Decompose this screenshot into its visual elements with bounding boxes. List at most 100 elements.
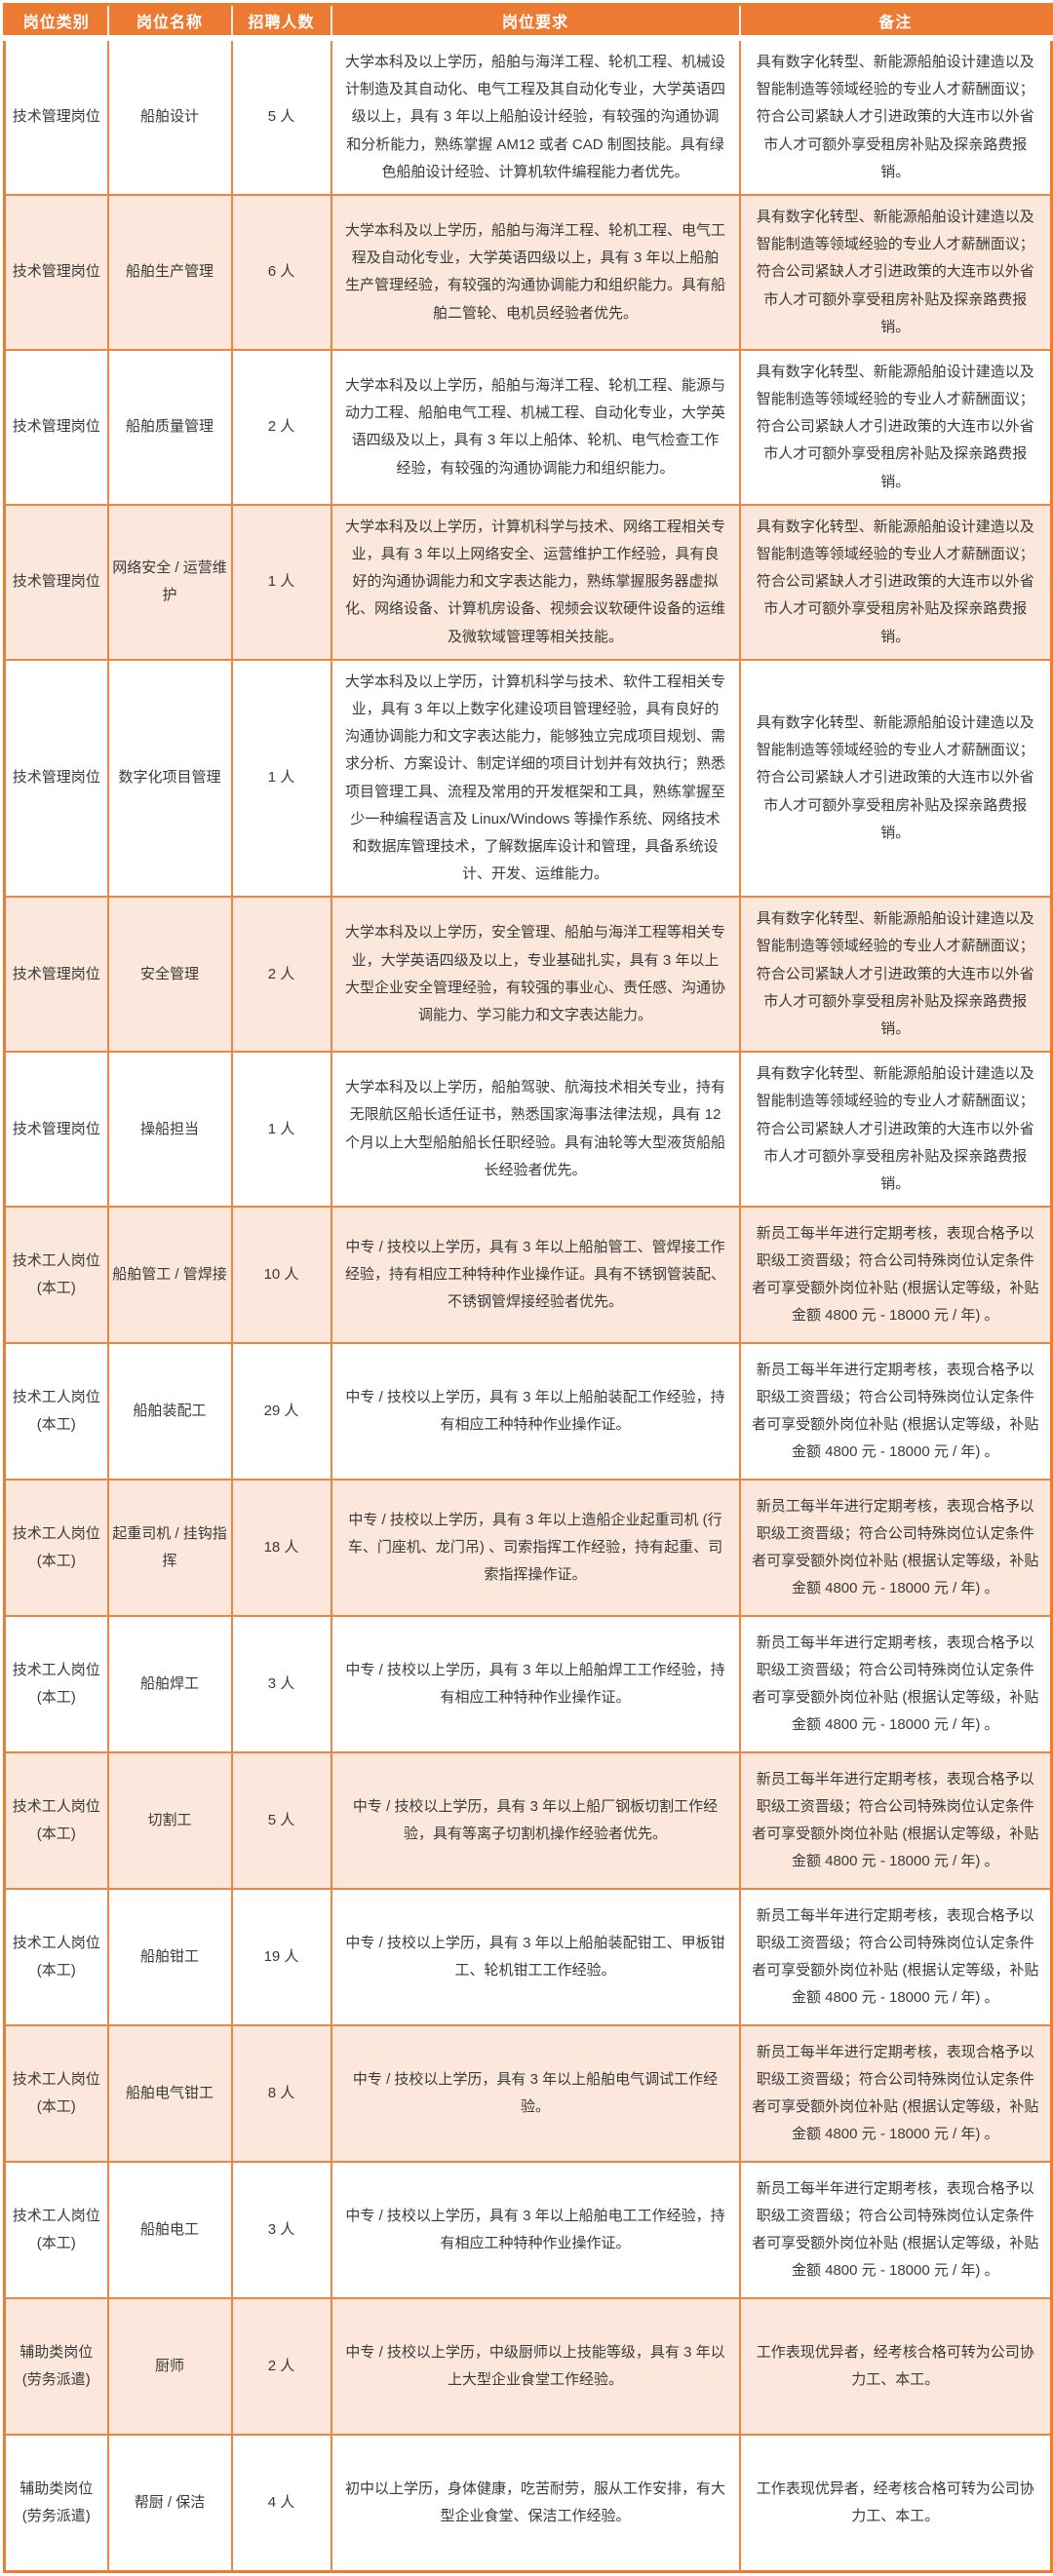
cell-requirements: 中专 / 技校以上学历，具有 3 年以上造船企业起重司机 (行车、门座机、龙门吊… (330, 1479, 741, 1618)
table-row: 技术管理岗位 网络安全 / 运营维护 1 人 大学本科及以上学历，计算机科学与技… (3, 503, 1053, 661)
table-row: 技术工人岗位 (本工) 船舶管工 / 管焊接 10 人 中专 / 技校以上学历，… (3, 1206, 1053, 1345)
cell-position-name: 船舶焊工 (106, 1615, 233, 1754)
cell-position-category: 技术管理岗位 (3, 37, 109, 196)
header-col-category: 岗位类别 (3, 4, 109, 41)
cell-position-name: 船舶电气钳工 (106, 2024, 233, 2164)
table-row: 技术工人岗位 (本工) 起重司机 / 挂钩指挥 18 人 中专 / 技校以上学历… (3, 1479, 1053, 1618)
cell-requirements: 大学本科及以上学历，船舶与海洋工程、轮机工程、机械设计制造及其自动化、电气工程及… (330, 37, 741, 196)
cell-headcount: 3 人 (230, 1615, 332, 1754)
table-row: 技术管理岗位 数字化项目管理 1 人 大学本科及以上学历，计算机科学与技术、软件… (3, 658, 1053, 899)
cell-requirements: 大学本科及以上学历，计算机科学与技术、网络工程相关专业，具有 3 年以上网络安全… (330, 503, 741, 661)
cell-headcount: 2 人 (230, 896, 332, 1054)
header-col-requirements: 岗位要求 (330, 4, 741, 41)
cell-position-name: 船舶质量管理 (106, 348, 233, 506)
cell-position-name: 船舶装配工 (106, 1342, 233, 1481)
cell-note: 新员工每半年进行定期考核，表现合格予以职级工资晋级；符合公司特殊岗位认定条件者可… (738, 1615, 1053, 1754)
header-col-notes: 备注 (738, 4, 1053, 41)
cell-headcount: 29 人 (230, 1342, 332, 1481)
cell-requirements: 中专 / 技校以上学历，具有 3 年以上船舶管工、管焊接工作经验，持有相应工种特… (330, 1206, 741, 1345)
cell-note: 工作表现优异者，经考核合格可转为公司协力工、本工。 (738, 2297, 1053, 2437)
cell-headcount: 8 人 (230, 2024, 332, 2164)
cell-note: 具有数字化转型、新能源船舶设计建造以及智能制造等领域经验的专业人才薪酬面议；符合… (738, 1051, 1053, 1209)
cell-note: 具有数字化转型、新能源船舶设计建造以及智能制造等领域经验的专业人才薪酬面议；符合… (738, 348, 1053, 506)
cell-position-name: 船舶生产管理 (106, 193, 233, 351)
table-row: 技术工人岗位 (本工) 切割工 5 人 中专 / 技校以上学历，具有 3 年以上… (3, 1751, 1053, 1891)
cell-note: 具有数字化转型、新能源船舶设计建造以及智能制造等领域经验的专业人才薪酬面议；符合… (738, 503, 1053, 661)
cell-requirements: 大学本科及以上学历，船舶与海洋工程、轮机工程、电气工程及自动化专业，大学英语四级… (330, 193, 741, 351)
cell-position-category: 辅助类岗位 (劳务派遣) (3, 2297, 109, 2437)
cell-position-category: 技术管理岗位 (3, 896, 109, 1054)
cell-position-category: 辅助类岗位 (劳务派遣) (3, 2434, 109, 2573)
cell-position-category: 技术工人岗位 (本工) (3, 2161, 109, 2300)
cell-note: 新员工每半年进行定期考核，表现合格予以职级工资晋级；符合公司特殊岗位认定条件者可… (738, 1342, 1053, 1481)
cell-position-name: 安全管理 (106, 896, 233, 1054)
cell-position-category: 技术工人岗位 (本工) (3, 2024, 109, 2164)
table-row: 技术工人岗位 (本工) 船舶焊工 3 人 中专 / 技校以上学历，具有 3 年以… (3, 1615, 1053, 1754)
cell-position-name: 船舶设计 (106, 37, 233, 196)
cell-requirements: 大学本科及以上学历，船舶与海洋工程、轮机工程、能源与动力工程、船舶电气工程、机械… (330, 348, 741, 506)
cell-headcount: 1 人 (230, 503, 332, 661)
cell-headcount: 19 人 (230, 1888, 332, 2027)
cell-headcount: 2 人 (230, 348, 332, 506)
table-row: 技术工人岗位 (本工) 船舶装配工 29 人 中专 / 技校以上学历，具有 3 … (3, 1342, 1053, 1481)
cell-note: 具有数字化转型、新能源船舶设计建造以及智能制造等领域经验的专业人才薪酬面议；符合… (738, 37, 1053, 196)
table-row: 技术工人岗位 (本工) 船舶电气钳工 8 人 中专 / 技校以上学历，具有 3 … (3, 2024, 1053, 2164)
cell-position-name: 厨师 (106, 2297, 233, 2437)
cell-position-name: 操船担当 (106, 1051, 233, 1209)
table-row: 技术工人岗位 (本工) 船舶钳工 19 人 中专 / 技校以上学历，具有 3 年… (3, 1888, 1053, 2027)
cell-position-name: 帮厨 / 保洁 (106, 2434, 233, 2573)
cell-headcount: 4 人 (230, 2434, 332, 2573)
cell-requirements: 中专 / 技校以上学历，具有 3 年以上船厂钢板切割工作经验，具有等离子切割机操… (330, 1751, 741, 1891)
cell-note: 新员工每半年进行定期考核，表现合格予以职级工资晋级；符合公司特殊岗位认定条件者可… (738, 1479, 1053, 1618)
table-header: 岗位类别 岗位名称 招聘人数 岗位要求 备注 (3, 4, 1053, 41)
cell-position-name: 切割工 (106, 1751, 233, 1891)
cell-headcount: 3 人 (230, 2161, 332, 2300)
cell-position-category: 技术工人岗位 (本工) (3, 1751, 109, 1891)
cell-note: 新员工每半年进行定期考核，表现合格予以职级工资晋级；符合公司特殊岗位认定条件者可… (738, 1888, 1053, 2027)
cell-headcount: 5 人 (230, 1751, 332, 1891)
cell-requirements: 中专 / 技校以上学历，具有 3 年以上船舶装配钳工、甲板钳工、轮机钳工工作经验… (330, 1888, 741, 2027)
cell-note: 工作表现优异者，经考核合格可转为公司协力工、本工。 (738, 2434, 1053, 2573)
cell-position-name: 网络安全 / 运营维护 (106, 503, 233, 661)
cell-position-name: 起重司机 / 挂钩指挥 (106, 1479, 233, 1618)
cell-note: 新员工每半年进行定期考核，表现合格予以职级工资晋级；符合公司特殊岗位认定条件者可… (738, 1751, 1053, 1891)
cell-position-category: 技术工人岗位 (本工) (3, 1479, 109, 1618)
cell-position-category: 技术管理岗位 (3, 193, 109, 351)
cell-position-name: 船舶管工 / 管焊接 (106, 1206, 233, 1345)
cell-position-category: 技术工人岗位 (本工) (3, 1888, 109, 2027)
cell-position-category: 技术管理岗位 (3, 348, 109, 506)
cell-requirements: 中专 / 技校以上学历，具有 3 年以上船舶电工工作经验，持有相应工种特种作业操… (330, 2161, 741, 2300)
cell-position-category: 技术工人岗位 (本工) (3, 1342, 109, 1481)
cell-headcount: 10 人 (230, 1206, 332, 1345)
cell-position-name: 船舶钳工 (106, 1888, 233, 2027)
cell-position-name: 数字化项目管理 (106, 658, 233, 899)
cell-note: 具有数字化转型、新能源船舶设计建造以及智能制造等领域经验的专业人才薪酬面议；符合… (738, 896, 1053, 1054)
cell-requirements: 中专 / 技校以上学历，具有 3 年以上船舶装配工作经验，持有相应工种特种作业操… (330, 1342, 741, 1481)
table-row: 辅助类岗位 (劳务派遣) 帮厨 / 保洁 4 人 初中以上学历，身体健康，吃苦耐… (3, 2434, 1053, 2573)
table-row: 技术管理岗位 操船担当 1 人 大学本科及以上学历，船舶驾驶、航海技术相关专业，… (3, 1051, 1053, 1209)
cell-requirements: 大学本科及以上学历，计算机科学与技术、软件工程相关专业，具有 3 年以上数字化建… (330, 658, 741, 899)
cell-note: 新员工每半年进行定期考核，表现合格予以职级工资晋级；符合公司特殊岗位认定条件者可… (738, 2024, 1053, 2164)
header-row: 岗位类别 岗位名称 招聘人数 岗位要求 备注 (3, 4, 1053, 41)
cell-position-category: 技术工人岗位 (本工) (3, 1615, 109, 1754)
header-col-position-name: 岗位名称 (106, 4, 233, 41)
cell-requirements: 初中以上学历，身体健康，吃苦耐劳，服从工作安排，有大型企业食堂、保洁工作经验。 (330, 2434, 741, 2573)
cell-position-name: 船舶电工 (106, 2161, 233, 2300)
cell-note: 新员工每半年进行定期考核，表现合格予以职级工资晋级；符合公司特殊岗位认定条件者可… (738, 2161, 1053, 2300)
table-row: 技术管理岗位 安全管理 2 人 大学本科及以上学历，安全管理、船舶与海洋工程等相… (3, 896, 1053, 1054)
cell-headcount: 1 人 (230, 1051, 332, 1209)
cell-requirements: 大学本科及以上学历，船舶驾驶、航海技术相关专业，持有无限航区船长适任证书，熟悉国… (330, 1051, 741, 1209)
cell-position-category: 技术工人岗位 (本工) (3, 1206, 109, 1345)
recruitment-page: 岗位类别 岗位名称 招聘人数 岗位要求 备注 技术管理岗位 船舶设计 5 人 大… (3, 3, 1053, 2573)
table-row: 技术管理岗位 船舶生产管理 6 人 大学本科及以上学历，船舶与海洋工程、轮机工程… (3, 193, 1053, 351)
cell-requirements: 中专 / 技校以上学历，具有 3 年以上船舶焊工工作经验，持有相应工种特种作业操… (330, 1615, 741, 1754)
cell-requirements: 大学本科及以上学历，安全管理、船舶与海洋工程等相关专业，大学英语四级及以上，专业… (330, 896, 741, 1054)
cell-headcount: 5 人 (230, 37, 332, 196)
cell-headcount: 1 人 (230, 658, 332, 899)
table-row: 辅助类岗位 (劳务派遣) 厨师 2 人 中专 / 技校以上学历，中级厨师以上技能… (3, 2297, 1053, 2437)
table-row: 技术工人岗位 (本工) 船舶电工 3 人 中专 / 技校以上学历，具有 3 年以… (3, 2161, 1053, 2300)
cell-headcount: 18 人 (230, 1479, 332, 1618)
cell-position-category: 技术管理岗位 (3, 503, 109, 661)
table-row: 技术管理岗位 船舶质量管理 2 人 大学本科及以上学历，船舶与海洋工程、轮机工程… (3, 348, 1053, 506)
cell-requirements: 中专 / 技校以上学历，具有 3 年以上船舶电气调试工作经验。 (330, 2024, 741, 2164)
